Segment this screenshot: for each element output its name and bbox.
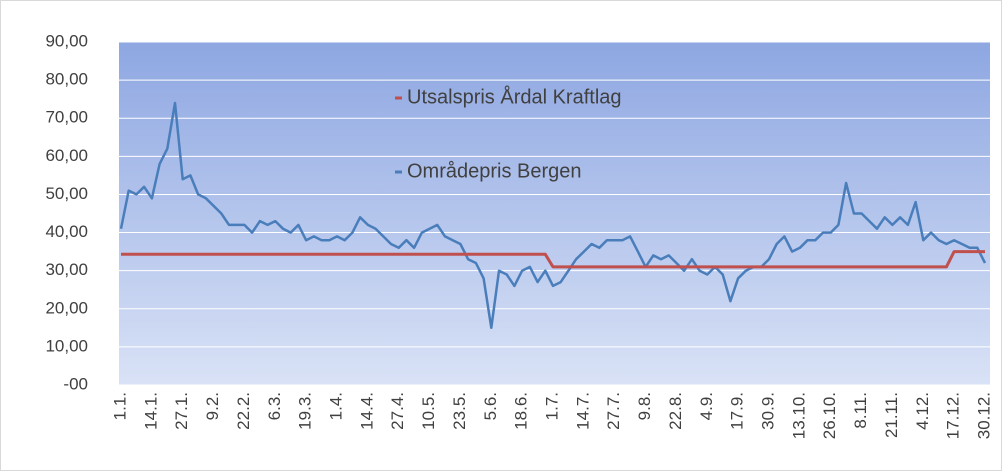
x-tick-label: 9.2. <box>203 392 222 420</box>
y-tick-label: 80,00 <box>45 70 88 89</box>
x-tick-label: 10.5. <box>419 392 438 430</box>
x-tick-label: 1.1. <box>110 392 129 420</box>
series-line <box>121 250 985 269</box>
x-tick-label: 22.8. <box>666 392 685 430</box>
y-tick-label: 50,00 <box>45 184 88 203</box>
x-tick-label: 27.4. <box>388 392 407 430</box>
x-tick-label: 26.10. <box>820 392 839 439</box>
y-tick-label: 40,00 <box>45 222 88 241</box>
x-tick-label: 9.8. <box>635 392 654 420</box>
x-tick-label: 14.4. <box>357 392 376 430</box>
x-tick-label: 1.7. <box>542 392 561 420</box>
series-line <box>119 101 987 330</box>
x-tick-label: 14.1. <box>141 392 160 430</box>
x-tick-label: 27.1. <box>172 392 191 430</box>
y-tick-label: 60,00 <box>45 146 88 165</box>
legend: Utsalspris Årdal Kraftlag Områdepris Berg… <box>395 85 622 182</box>
x-tick-label: 4.9. <box>697 392 716 420</box>
x-tick-label: 22.2. <box>234 392 253 430</box>
legend-swatch <box>395 96 402 100</box>
y-tick-label: 20,00 <box>45 298 88 317</box>
x-tick-label: 30.9. <box>758 392 777 430</box>
x-tick-label: 13.10. <box>789 392 808 439</box>
legend-swatch <box>395 170 402 174</box>
x-tick-label: 1.4. <box>326 392 345 420</box>
x-tick-label: 5.6. <box>481 392 500 420</box>
lines <box>119 101 987 330</box>
y-tick-label: 90,00 <box>45 31 88 50</box>
x-tick-label: 4.12. <box>913 392 932 430</box>
x-tick-label: 8.11. <box>851 392 870 429</box>
legend-label: Utsalspris Årdal Kraftlag <box>407 85 622 108</box>
x-tick-label: 19.3. <box>296 392 315 430</box>
x-tick-label: 30.12. <box>974 392 993 439</box>
x-tick-label: 14.7. <box>573 392 592 430</box>
y-tick-label: 30,00 <box>45 260 88 279</box>
x-tick-label: 23.5. <box>450 392 469 430</box>
x-tick-label: 27.7. <box>604 392 623 430</box>
x-tick-label: 18.6. <box>512 392 531 430</box>
labels: -00 10,00 20,00 30,00 40,00 50,00 60,00 70,00 80… <box>45 31 993 439</box>
x-tick-label: 17.12. <box>944 392 963 439</box>
x-tick-label: 21.11. <box>882 392 901 438</box>
y-tick-label: -00 <box>63 374 88 393</box>
legend-label: Områdepris Bergen <box>407 160 582 182</box>
x-tick-label: 17.9. <box>728 392 747 430</box>
plot-area <box>119 42 990 385</box>
y-tick-label: 70,00 <box>45 108 88 127</box>
x-tick-label: 6.3. <box>265 392 284 420</box>
y-tick-label: 10,00 <box>45 336 88 355</box>
